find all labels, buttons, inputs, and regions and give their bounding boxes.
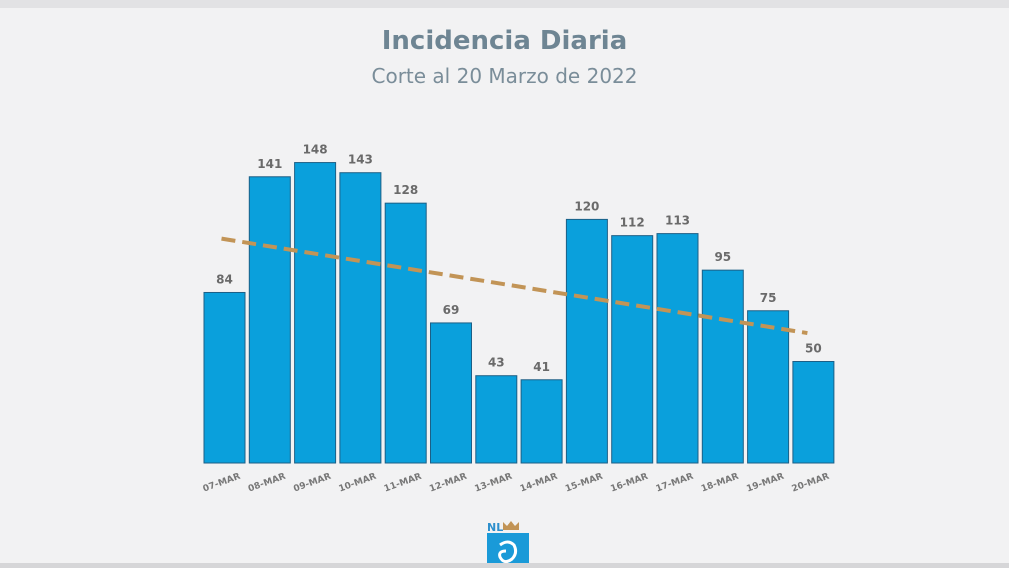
bottom-bar (0, 563, 1009, 568)
data-label: 141 (257, 157, 282, 171)
tick-label: 13-MAR (474, 472, 514, 495)
bar-16-MAR (611, 235, 654, 464)
tick-label: 11-MAR (383, 472, 423, 495)
tick-label: 18-MAR (700, 472, 740, 495)
data-label: 50 (805, 342, 822, 356)
bar-18-MAR (701, 269, 744, 464)
data-label: 75 (760, 291, 777, 305)
tick-label: 07-MAR (202, 472, 242, 495)
tick-label: 10-MAR (338, 472, 378, 495)
data-label: 69 (443, 303, 460, 317)
top-bar (0, 0, 1009, 8)
chart-title: Incidencia Diaria (381, 26, 628, 56)
bar-14-MAR (520, 379, 563, 464)
tick-label: 16-MAR (609, 472, 649, 495)
data-label: 143 (348, 153, 373, 167)
crown-icon (503, 521, 519, 530)
data-label: 95 (714, 250, 731, 264)
bar-15-MAR (565, 218, 608, 464)
data-label: 43 (488, 356, 505, 370)
bar-11-MAR (384, 202, 427, 464)
data-label: 41 (533, 360, 550, 374)
tick-label: 19-MAR (745, 472, 785, 495)
tick-label: 15-MAR (564, 472, 604, 495)
bar-08-MAR (248, 176, 291, 464)
bar-19-MAR (747, 310, 790, 464)
chart-subtitle: Corte al 20 Marzo de 2022 (371, 64, 638, 88)
data-label: 128 (393, 183, 418, 197)
tick-label: 17-MAR (655, 472, 695, 495)
tick-label: 09-MAR (292, 472, 332, 495)
bar-17-MAR (656, 233, 699, 464)
bar-13-MAR (475, 375, 518, 464)
logo-emblem-icon (498, 540, 518, 564)
data-label: 84 (216, 272, 233, 286)
bar-12-MAR (430, 322, 472, 464)
data-label: 120 (574, 199, 599, 213)
logo-text: NL (487, 521, 503, 534)
data-label: 113 (665, 214, 690, 228)
tick-label: 12-MAR (428, 472, 468, 495)
tick-label: 08-MAR (247, 472, 287, 495)
bar-20-MAR (792, 361, 835, 464)
tick-label: 14-MAR (519, 472, 559, 495)
tick-label: 20-MAR (791, 472, 831, 495)
data-label: 148 (303, 143, 328, 157)
bar-07-MAR (203, 291, 246, 464)
trend-line (221, 236, 808, 336)
bar-10-MAR (339, 172, 382, 464)
bar-09-MAR (294, 162, 337, 464)
data-label: 112 (620, 216, 645, 230)
